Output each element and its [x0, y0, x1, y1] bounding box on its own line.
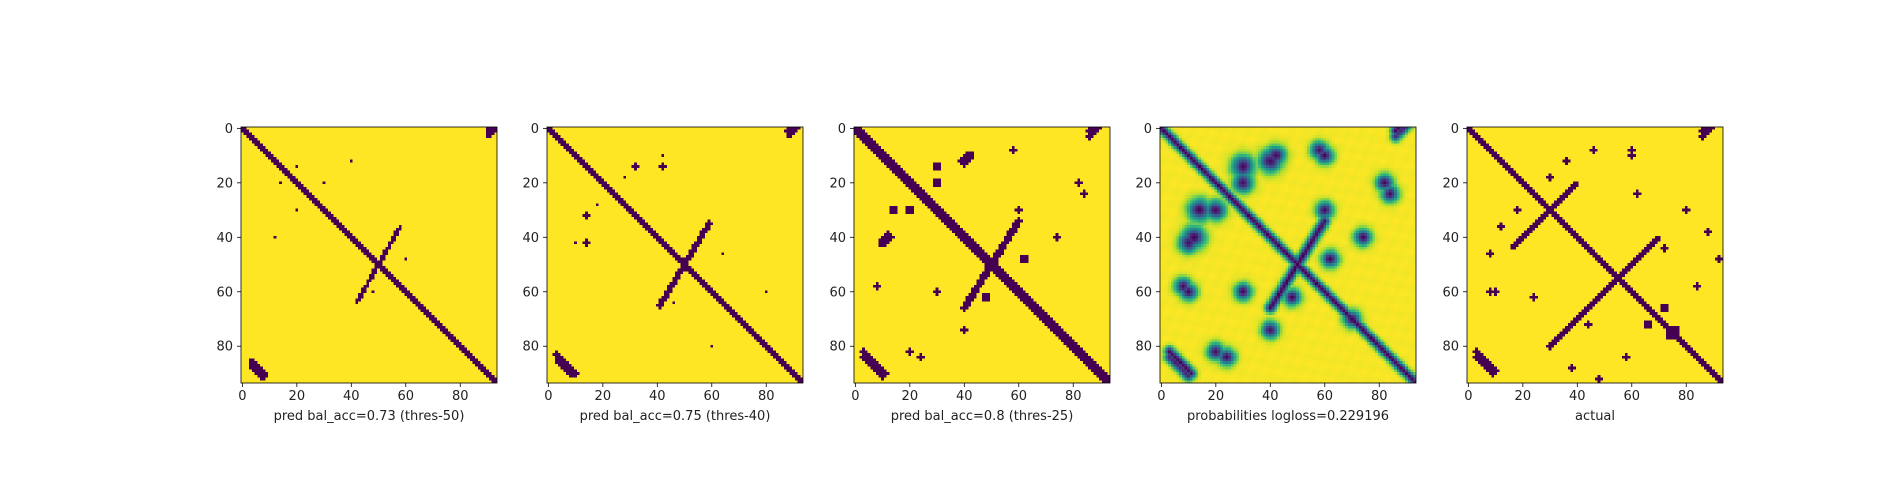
y-tick-label: 0 — [1451, 122, 1459, 137]
x-tick-label: 60 — [703, 389, 720, 404]
x-tick-label: 80 — [758, 389, 775, 404]
y-tick-label: 80 — [522, 340, 539, 355]
panel-3: 0 20 40 60 80 0 20 40 60 80 pred bal_acc=0.8 (thre… — [829, 122, 1111, 424]
y-tick-label: 80 — [829, 340, 846, 355]
y-tick-label: 60 — [1442, 285, 1459, 300]
x-tick-label: 60 — [1623, 389, 1640, 404]
panel-4: 0 20 40 60 80 0 20 40 60 80 probabilities logloss=… — [1135, 122, 1417, 424]
y-tick-label: 20 — [522, 176, 539, 191]
x-tick-label: 20 — [1515, 389, 1532, 404]
axes-frame — [1466, 126, 1724, 384]
axes-frame — [1159, 126, 1417, 384]
axes-frame — [853, 126, 1111, 384]
heatmap-image-5 — [1467, 127, 1723, 383]
x-tick-label: 0 — [1157, 389, 1165, 404]
x-tick-label: 60 — [397, 389, 414, 404]
y-tick-label: 40 — [1442, 231, 1459, 246]
x-tick-label: 60 — [1010, 389, 1027, 404]
x-tick-label: 0 — [851, 389, 859, 404]
y-tick-label: 0 — [225, 122, 233, 137]
panel-2: 0 20 40 60 80 0 20 40 60 80 pred bal_acc=0.75 (thr… — [522, 122, 804, 424]
axes-frame — [240, 126, 498, 384]
y-tick-label: 0 — [1144, 122, 1152, 137]
y-tick-label: 80 — [1135, 340, 1152, 355]
axes-frame — [546, 126, 804, 384]
x-tick-label: 60 — [1316, 389, 1333, 404]
x-tick-label: 40 — [343, 389, 360, 404]
heatmap-image-4 — [1160, 127, 1416, 383]
x-tick-label: 0 — [238, 389, 246, 404]
x-tick-label: 0 — [1464, 389, 1472, 404]
y-tick-label: 20 — [1442, 176, 1459, 191]
y-tick-label: 0 — [531, 122, 539, 137]
heatmap-image-2 — [547, 127, 803, 383]
x-tick-label: 20 — [289, 389, 306, 404]
y-tick-label: 80 — [216, 340, 233, 355]
x-tick-label: 20 — [595, 389, 612, 404]
x-axis-label: probabilities logloss=0.229196 — [1187, 409, 1389, 424]
x-axis-label: pred bal_acc=0.73 (thres-50) — [274, 409, 465, 424]
x-tick-label: 40 — [1262, 389, 1279, 404]
x-tick-label: 40 — [956, 389, 973, 404]
x-tick-label: 40 — [1569, 389, 1586, 404]
heatmap-image-3 — [854, 127, 1110, 383]
y-tick-label: 40 — [829, 231, 846, 246]
x-axis-label: pred bal_acc=0.75 (thres-40) — [580, 409, 771, 424]
x-tick-label: 80 — [1065, 389, 1082, 404]
heatmap-image-1 — [241, 127, 497, 383]
x-tick-label: 20 — [902, 389, 919, 404]
x-axis-label: pred bal_acc=0.8 (thres-25) — [891, 409, 1074, 424]
x-tick-label: 80 — [452, 389, 469, 404]
y-tick-label: 40 — [1135, 231, 1152, 246]
x-tick-label: 0 — [544, 389, 552, 404]
panel-5: 0 20 40 60 80 0 20 40 60 80 actual — [1442, 122, 1724, 424]
y-tick-label: 20 — [1135, 176, 1152, 191]
y-tick-label: 60 — [216, 285, 233, 300]
y-tick-label: 20 — [216, 176, 233, 191]
x-tick-label: 80 — [1678, 389, 1695, 404]
y-tick-label: 40 — [216, 231, 233, 246]
x-tick-label: 80 — [1371, 389, 1388, 404]
y-tick-label: 40 — [522, 231, 539, 246]
y-tick-label: 60 — [522, 285, 539, 300]
panel-1: 0 20 40 60 80 0 20 40 60 80 pred bal_acc=0.73 (thr… — [216, 122, 498, 424]
y-tick-label: 60 — [829, 285, 846, 300]
y-tick-label: 0 — [838, 122, 846, 137]
y-tick-label: 20 — [829, 176, 846, 191]
x-axis-label: actual — [1575, 409, 1615, 424]
x-tick-label: 40 — [649, 389, 666, 404]
x-tick-label: 20 — [1208, 389, 1225, 404]
y-tick-label: 60 — [1135, 285, 1152, 300]
y-tick-label: 80 — [1442, 340, 1459, 355]
